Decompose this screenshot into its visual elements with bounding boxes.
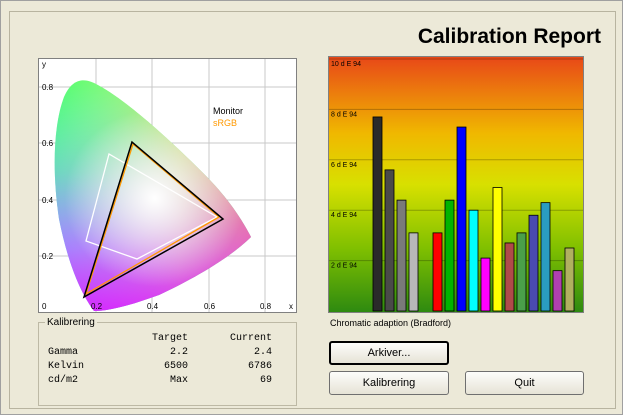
- row-target-kelvin: 6500: [163, 361, 188, 372]
- delta-e-bar: [456, 126, 467, 312]
- delta-e-bar: [396, 199, 407, 312]
- legend-monitor: Monitor: [213, 106, 243, 116]
- legend-srgb: sRGB: [213, 118, 237, 128]
- delta-e-bar: [492, 187, 503, 312]
- cie-x-tick: 0: [42, 302, 47, 311]
- row-label-kelvin: Kelvin: [48, 361, 85, 372]
- delta-e-bar: [564, 247, 575, 312]
- row-label-gamma: Gamma: [48, 347, 79, 358]
- legend-isocoated: ISOcoated: [213, 130, 256, 140]
- chart-y-tick: 10 d E 94: [331, 61, 361, 68]
- srgb-gamut: [84, 142, 221, 296]
- delta-e-bar: [504, 242, 515, 312]
- cie-y-tick: 0.2: [42, 252, 54, 261]
- row-target-luminance: Max: [169, 375, 188, 386]
- delta-e-bar: [408, 232, 419, 312]
- cie-x-tick: 0.4: [147, 302, 159, 311]
- row-current-luminance: 69: [259, 375, 272, 386]
- delta-e-bar: [444, 199, 455, 312]
- chart-y-tick: 4 d E 94: [331, 212, 357, 219]
- row-current-gamma: 2.4: [253, 347, 272, 358]
- cie-horseshoe: [54, 80, 252, 312]
- page-title: Calibration Report: [417, 25, 601, 48]
- cie-diagram: y x 0.8 0.6 0.4 0.2 0 0.2 0.4 0.6 0.8 Mo…: [38, 58, 297, 313]
- cie-x-tick: 0.6: [204, 302, 216, 311]
- delta-e-bar: [432, 232, 443, 312]
- delta-e-bar: [480, 257, 491, 312]
- cie-x-tick: 0.2: [91, 302, 103, 311]
- delta-e-svg: 10 d E 94 8 d E 94 6 d E 94 4 d E 94 2 d E 9…: [329, 57, 583, 312]
- delta-e-bar: [516, 232, 527, 312]
- monitor-gamut: [82, 140, 225, 299]
- chart-y-tick: 6 d E 94: [331, 162, 357, 169]
- row-target-gamma: 2.2: [169, 347, 188, 358]
- delta-e-chart: 10 d E 94 8 d E 94 6 d E 94 4 d E 94 2 d E 9…: [328, 56, 584, 313]
- delta-e-bar: [540, 202, 551, 312]
- cie-y-tick: 0.6: [42, 139, 54, 148]
- row-current-kelvin: 6786: [247, 361, 272, 372]
- quit-button[interactable]: Quit: [465, 371, 584, 395]
- delta-e-bar: [384, 169, 395, 312]
- header-current: Current: [229, 333, 272, 344]
- cie-y-tick: 0.4: [42, 196, 54, 205]
- chart-y-tick: 2 d E 94: [331, 263, 357, 270]
- archive-button[interactable]: Arkiver...: [329, 341, 449, 365]
- cie-x-axis-label: x: [289, 302, 293, 311]
- kalibrering-group: [38, 322, 297, 406]
- cie-y-tick: 0.8: [42, 83, 54, 92]
- delta-e-bar: [468, 209, 479, 312]
- cie-x-tick: 0.8: [260, 302, 272, 311]
- cie-legend: Monitor sRGB ISOcoated: [213, 106, 256, 140]
- delta-e-bar: [528, 214, 539, 312]
- kalibrering-group-label: Kalibrering: [45, 317, 97, 328]
- calibrate-button[interactable]: Kalibrering: [329, 371, 449, 395]
- row-label-luminance: cd/m2: [48, 375, 79, 386]
- chart-y-tick: 8 d E 94: [331, 111, 357, 118]
- delta-e-bar: [372, 116, 383, 312]
- chart-caption: Chromatic adaption (Bradford): [330, 318, 452, 328]
- delta-e-bar: [552, 270, 563, 312]
- cie-chart: y x 0.8 0.6 0.4 0.2 0 0.2 0.4 0.6 0.8 Mo…: [39, 59, 296, 312]
- isocoated-gamut: [85, 153, 219, 260]
- header-target: Target: [151, 333, 188, 344]
- cie-y-axis-label: y: [42, 60, 46, 69]
